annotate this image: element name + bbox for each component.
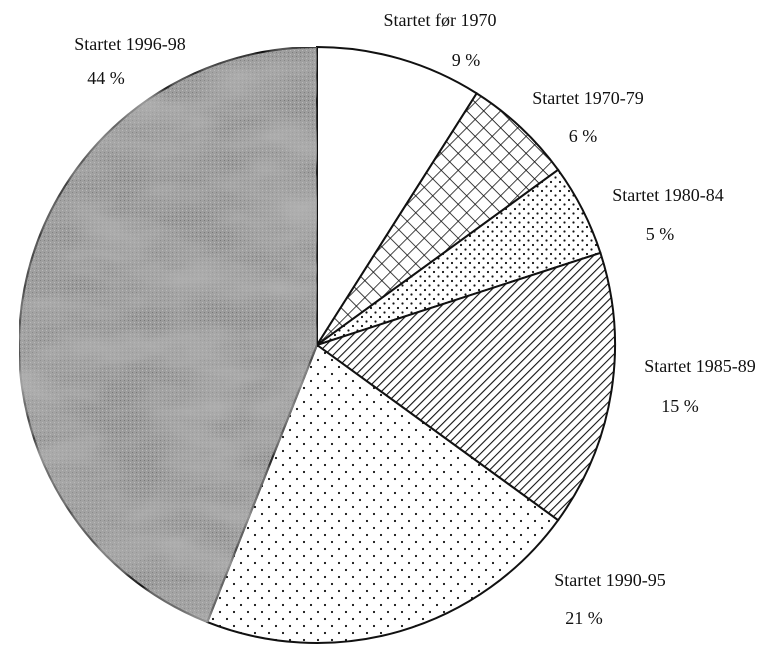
slice-label: Startet 1990-95 [554, 570, 665, 590]
slice-label: Startet 1996-98 [74, 34, 185, 54]
labels: Startet før 1970 9 % Startet 1970-79 6 % Sta… [74, 10, 755, 628]
slice-label: Startet 1970-79 [532, 88, 643, 108]
slice-value-label: 6 % [569, 126, 598, 146]
slice-label: Startet 1985-89 [644, 356, 755, 376]
slice-value-label: 9 % [452, 50, 481, 70]
pie-slice [18, 45, 318, 624]
pie-slice [206, 343, 560, 644]
slice-label: Startet 1980-84 [612, 185, 723, 205]
pie-slice [314, 251, 616, 522]
slices [18, 45, 616, 644]
slice-value-label: 5 % [646, 224, 675, 244]
slice-value-label: 44 % [87, 68, 125, 88]
pie-slice [316, 45, 479, 349]
slice-value-label: 21 % [565, 608, 603, 628]
slice-label: Startet før 1970 [384, 10, 497, 30]
slice-value-label: 15 % [661, 396, 699, 416]
